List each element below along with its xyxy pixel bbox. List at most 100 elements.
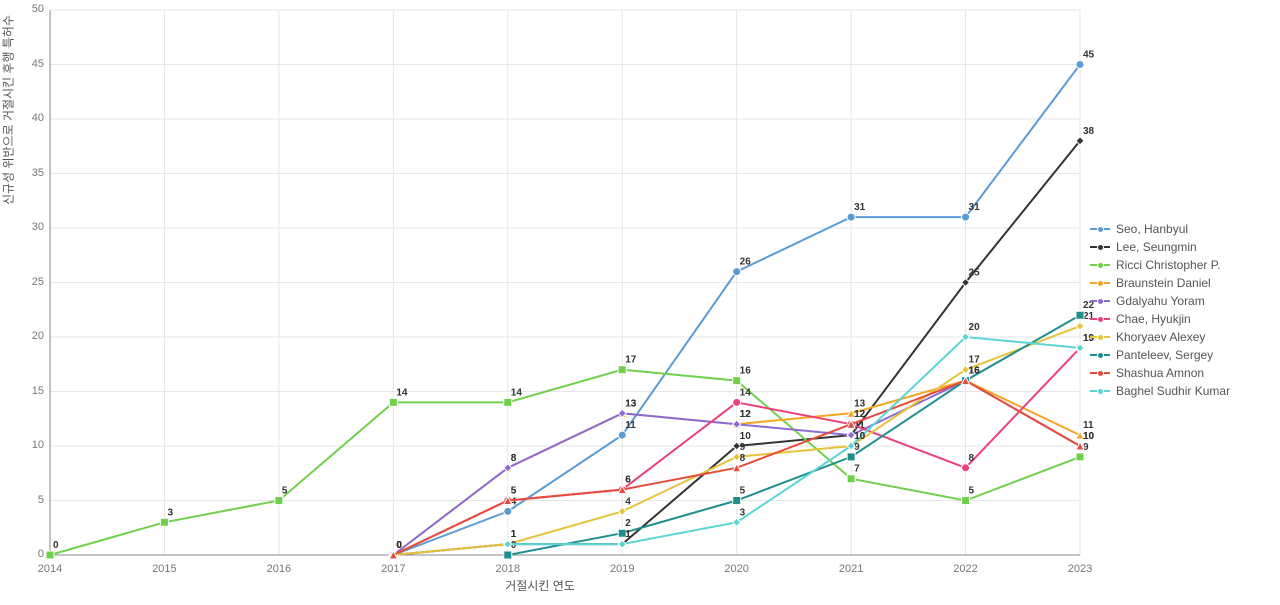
legend-label: Ricci Christopher P. bbox=[1116, 258, 1220, 272]
y-tick-label: 10 bbox=[14, 439, 44, 451]
legend-label: Panteleev, Sergey bbox=[1116, 348, 1213, 362]
legend-swatch bbox=[1090, 318, 1110, 320]
data-label: 7 bbox=[854, 464, 860, 475]
legend-label: Lee, Seungmin bbox=[1116, 240, 1197, 254]
y-tick-label: 35 bbox=[14, 167, 44, 179]
legend-swatch bbox=[1090, 354, 1110, 356]
y-tick-label: 40 bbox=[14, 112, 44, 124]
data-point[interactable] bbox=[962, 464, 970, 472]
x-tick-label: 2016 bbox=[259, 563, 299, 575]
x-tick-label: 2021 bbox=[831, 563, 871, 575]
y-tick-label: 20 bbox=[14, 330, 44, 342]
data-point[interactable] bbox=[504, 507, 512, 515]
data-point[interactable] bbox=[1076, 453, 1084, 461]
data-point[interactable] bbox=[504, 398, 512, 406]
legend-swatch bbox=[1090, 336, 1110, 338]
y-tick-label: 5 bbox=[14, 494, 44, 506]
data-label: 9 bbox=[740, 442, 746, 453]
data-label: 3 bbox=[167, 507, 173, 518]
legend-item[interactable]: Khoryaev Alexey bbox=[1090, 328, 1230, 346]
data-point[interactable] bbox=[618, 507, 626, 515]
y-tick-label: 25 bbox=[14, 276, 44, 288]
data-label: 10 bbox=[1083, 431, 1095, 442]
legend-swatch bbox=[1090, 390, 1110, 392]
data-label: 9 bbox=[1083, 442, 1089, 453]
data-label: 12 bbox=[854, 409, 866, 420]
legend-item[interactable]: Ricci Christopher P. bbox=[1090, 256, 1230, 274]
data-point[interactable] bbox=[389, 398, 397, 406]
data-label: 17 bbox=[969, 355, 981, 366]
data-point[interactable] bbox=[46, 551, 54, 559]
legend-item[interactable]: Braunstein Daniel bbox=[1090, 274, 1230, 292]
data-label: 1 bbox=[625, 529, 631, 540]
data-label: 11 bbox=[1083, 420, 1094, 431]
data-label: 45 bbox=[1083, 50, 1095, 61]
legend-swatch bbox=[1090, 246, 1110, 248]
legend-label: Gdalyahu Yoram bbox=[1116, 294, 1205, 308]
data-point[interactable] bbox=[962, 213, 970, 221]
data-label: 17 bbox=[625, 355, 637, 366]
legend-swatch bbox=[1090, 228, 1110, 230]
data-label: 13 bbox=[854, 398, 866, 409]
legend-label: Chae, Hyukjin bbox=[1116, 312, 1191, 326]
data-label: 8 bbox=[740, 453, 746, 464]
data-label: 31 bbox=[969, 202, 981, 213]
legend: Seo, Hanbyul Lee, Seungmin Ricci Christoph… bbox=[1090, 220, 1230, 400]
data-label: 13 bbox=[625, 398, 637, 409]
data-point[interactable] bbox=[504, 551, 512, 559]
data-point[interactable] bbox=[1076, 322, 1084, 330]
line-chart: 0411263131450111011253803514141716759081… bbox=[0, 0, 1280, 600]
data-point[interactable] bbox=[733, 268, 741, 276]
x-tick-label: 2018 bbox=[488, 563, 528, 575]
legend-label: Shashua Amnon bbox=[1116, 366, 1204, 380]
data-label: 3 bbox=[740, 507, 746, 518]
data-point[interactable] bbox=[962, 497, 970, 505]
data-point[interactable] bbox=[618, 366, 626, 374]
data-label: 0 bbox=[396, 540, 402, 551]
data-point[interactable] bbox=[847, 475, 855, 483]
legend-item[interactable]: Gdalyahu Yoram bbox=[1090, 292, 1230, 310]
data-label: 14 bbox=[740, 387, 752, 398]
data-label: 20 bbox=[969, 322, 981, 333]
legend-label: Baghel Sudhir Kumar bbox=[1116, 384, 1230, 398]
data-point[interactable] bbox=[275, 497, 283, 505]
data-label: 8 bbox=[511, 453, 517, 464]
data-label: 1 bbox=[511, 529, 517, 540]
chart-canvas: 0411263131450111011253803514141716759081… bbox=[0, 0, 1280, 600]
data-point[interactable] bbox=[733, 377, 741, 385]
legend-item[interactable]: Seo, Hanbyul bbox=[1090, 220, 1230, 238]
data-point[interactable] bbox=[1076, 61, 1084, 69]
data-label: 0 bbox=[511, 540, 517, 551]
x-tick-label: 2022 bbox=[946, 563, 986, 575]
data-point[interactable] bbox=[160, 518, 168, 526]
legend-item[interactable]: Chae, Hyukjin bbox=[1090, 310, 1230, 328]
x-tick-label: 2019 bbox=[602, 563, 642, 575]
data-label: 16 bbox=[740, 366, 752, 377]
legend-item[interactable]: Baghel Sudhir Kumar bbox=[1090, 382, 1230, 400]
data-point[interactable] bbox=[733, 398, 741, 406]
x-axis-label: 거절시킨 연도 bbox=[0, 577, 1180, 594]
legend-swatch bbox=[1090, 282, 1110, 284]
data-label: 5 bbox=[969, 486, 975, 497]
data-point[interactable] bbox=[847, 453, 855, 461]
data-point[interactable] bbox=[1076, 311, 1084, 319]
data-label: 14 bbox=[396, 387, 408, 398]
data-point[interactable] bbox=[733, 497, 741, 505]
legend-item[interactable]: Shashua Amnon bbox=[1090, 364, 1230, 382]
data-point[interactable] bbox=[847, 213, 855, 221]
y-tick-label: 30 bbox=[14, 221, 44, 233]
legend-item[interactable]: Lee, Seungmin bbox=[1090, 238, 1230, 256]
data-label: 11 bbox=[625, 420, 636, 431]
legend-item[interactable]: Panteleev, Sergey bbox=[1090, 346, 1230, 364]
data-label: 16 bbox=[969, 366, 981, 377]
y-tick-label: 45 bbox=[14, 58, 44, 70]
data-label: 0 bbox=[53, 540, 59, 551]
legend-swatch bbox=[1090, 372, 1110, 374]
legend-swatch bbox=[1090, 264, 1110, 266]
data-label: 38 bbox=[1083, 126, 1095, 137]
data-label: 26 bbox=[740, 257, 752, 268]
data-label: 8 bbox=[969, 453, 975, 464]
x-tick-label: 2015 bbox=[144, 563, 184, 575]
data-label: 25 bbox=[969, 268, 981, 279]
data-point[interactable] bbox=[618, 431, 626, 439]
